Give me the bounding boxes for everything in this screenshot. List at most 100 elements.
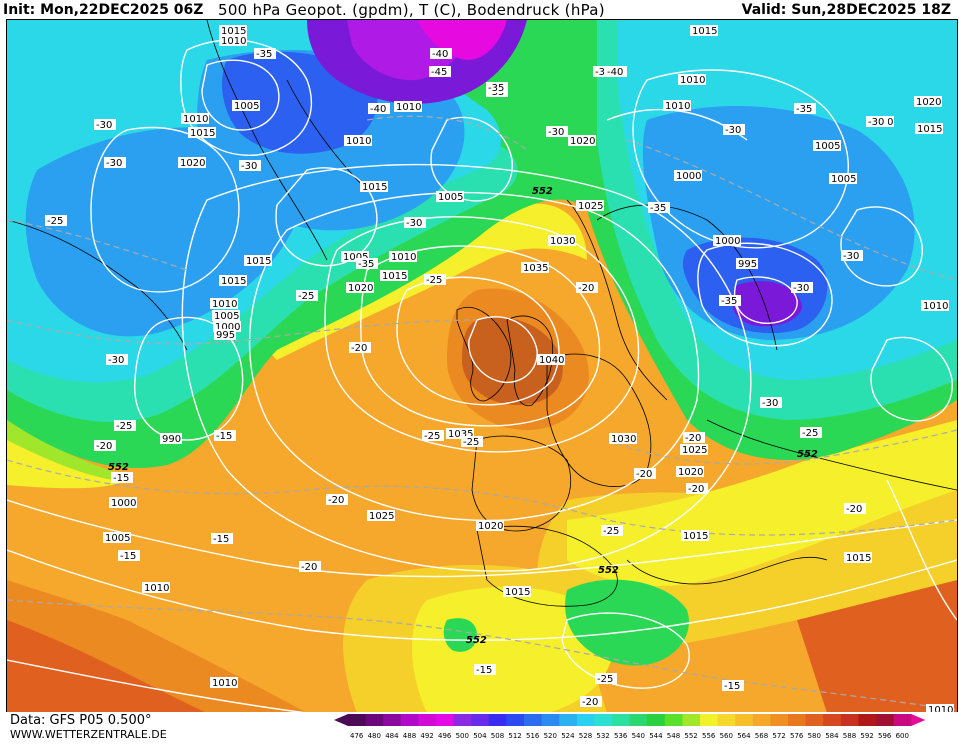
svg-text:-25: -25 bbox=[463, 437, 479, 448]
geopotential-zone bbox=[257, 203, 587, 360]
svg-text:1020: 1020 bbox=[678, 467, 703, 478]
isobar-line bbox=[396, 276, 560, 406]
colorbar-swatch bbox=[876, 714, 895, 726]
colorbar-tick-label: 520 bbox=[544, 732, 557, 740]
svg-text:-25: -25 bbox=[47, 216, 63, 227]
coastline bbox=[596, 204, 778, 351]
colorbar-swatch bbox=[770, 714, 789, 726]
svg-text:-30: -30 bbox=[106, 158, 122, 169]
pressure-label: 1005 bbox=[436, 191, 464, 203]
svg-text:1025: 1025 bbox=[578, 201, 603, 212]
svg-text:1015: 1015 bbox=[505, 587, 530, 598]
pressure-label: 1015 bbox=[844, 552, 872, 564]
geopotential-zone bbox=[732, 281, 802, 327]
coastline bbox=[476, 525, 618, 607]
init-time: Init: Mon,22DEC2025 06Z bbox=[3, 2, 204, 18]
temperature-label: -25 bbox=[45, 215, 67, 227]
temperature-label: -20 bbox=[683, 432, 705, 444]
temperature-label: -30 bbox=[106, 354, 128, 366]
svg-text:1025: 1025 bbox=[369, 511, 394, 522]
svg-text:-25: -25 bbox=[603, 526, 619, 537]
svg-text:-45: -45 bbox=[431, 67, 447, 78]
weather-map[interactable]: 1015 1010 1005 1010 1015 1020 1010 1010 1015 1005… bbox=[6, 19, 958, 714]
svg-text:1010: 1010 bbox=[212, 678, 237, 689]
temperature-label: -15 bbox=[118, 550, 140, 562]
pressure-label: 1005 bbox=[212, 310, 240, 322]
temperature-label: -25 bbox=[114, 420, 136, 432]
svg-text:1015: 1015 bbox=[917, 124, 942, 135]
colorbar-swatch bbox=[348, 714, 367, 726]
isotherm-line bbox=[7, 599, 957, 711]
colorbar-tick-label: 476 bbox=[350, 732, 364, 740]
svg-text:995: 995 bbox=[738, 259, 757, 270]
svg-text:-35: -35 bbox=[796, 104, 812, 115]
svg-text:1015: 1015 bbox=[362, 182, 387, 193]
isobar-line bbox=[870, 336, 953, 422]
geopotential-label: 552 bbox=[108, 462, 129, 473]
pressure-label: 1010 bbox=[181, 113, 209, 125]
svg-text:-30: -30 bbox=[96, 120, 112, 131]
pressure-label: 990 bbox=[160, 433, 182, 445]
isobar-line bbox=[886, 479, 957, 621]
colorbar-tick-label: 584 bbox=[825, 732, 839, 740]
colorbar-tick-label: 548 bbox=[667, 732, 680, 740]
svg-text:552: 552 bbox=[797, 449, 818, 460]
temperature-label: -20 bbox=[634, 468, 656, 480]
svg-text:1015: 1015 bbox=[221, 26, 246, 37]
geopotential-zone bbox=[412, 586, 614, 713]
valid-time: Valid: Sun,28DEC2025 18Z bbox=[741, 2, 951, 18]
site-url[interactable]: WWW.WETTERZENTRALE.DE bbox=[10, 728, 167, 741]
svg-text:1005: 1005 bbox=[343, 252, 368, 263]
svg-text:1020: 1020 bbox=[348, 283, 373, 294]
svg-text:-30: -30 bbox=[762, 398, 778, 409]
colorbar-tick-label: 512 bbox=[508, 732, 521, 740]
pressure-label: 1010 bbox=[394, 101, 422, 113]
colorbar-swatch bbox=[823, 714, 842, 726]
isotherms bbox=[7, 115, 957, 711]
colorbar-legend: 476 480 484 488 492 496 500 504 508 512 516 520 524 5… bbox=[334, 712, 959, 745]
temperature-label: -30 bbox=[791, 282, 813, 294]
map-canvas[interactable]: 1015101010051010101510201010101010151005… bbox=[7, 20, 957, 713]
svg-text:1020: 1020 bbox=[570, 136, 595, 147]
pressure-label: 1020 bbox=[676, 466, 704, 478]
temperature-label: -30 bbox=[94, 119, 116, 131]
pressure-label: 1015 bbox=[188, 127, 216, 139]
pressure-label: 1035 bbox=[521, 262, 549, 274]
geopotential-label: 552 bbox=[466, 635, 487, 646]
svg-text:1000: 1000 bbox=[111, 498, 136, 509]
svg-text:1015: 1015 bbox=[382, 271, 407, 282]
isobar-line bbox=[733, 276, 798, 324]
colorbar-swatch bbox=[436, 714, 455, 726]
colorbar-swatch bbox=[365, 714, 384, 726]
pressure-label: 1000 bbox=[213, 321, 241, 333]
svg-text:1005: 1005 bbox=[105, 533, 130, 544]
svg-text:1030: 1030 bbox=[550, 236, 575, 247]
svg-text:-20: -20 bbox=[685, 433, 701, 444]
pressure-label: 1015 bbox=[690, 25, 718, 37]
svg-text:-30: -30 bbox=[725, 125, 741, 136]
coastline bbox=[206, 20, 328, 261]
geopotential-zone bbox=[565, 579, 689, 666]
colorbar-tick-label: 532 bbox=[596, 732, 609, 740]
pressure-label: 1005 bbox=[103, 532, 131, 544]
temperature-label: -20 bbox=[576, 282, 598, 294]
isotherm-line bbox=[7, 219, 188, 271]
colorbar-swatch bbox=[788, 714, 807, 726]
colorbar-tick-label: 508 bbox=[491, 732, 504, 740]
colorbar-tick-label: 488 bbox=[403, 732, 416, 740]
colorbar-tick-label: 528 bbox=[579, 732, 592, 740]
colorbar-tick-label: 504 bbox=[473, 732, 487, 740]
svg-text:-20: -20 bbox=[328, 495, 344, 506]
svg-text:1010: 1010 bbox=[212, 299, 237, 310]
svg-text:1015: 1015 bbox=[221, 276, 246, 287]
svg-text:-20: -20 bbox=[688, 484, 704, 495]
pressure-label: 1020 bbox=[568, 135, 596, 147]
temperature-label: -25 bbox=[601, 525, 623, 537]
temperature-label: -15 bbox=[474, 664, 496, 676]
pressure-label: 1015 bbox=[503, 586, 531, 598]
pressure-label: 1015 bbox=[380, 270, 408, 282]
temperature-label: -15 bbox=[722, 680, 744, 692]
svg-text:1035: 1035 bbox=[448, 429, 473, 440]
pressure-label: 1010 bbox=[926, 704, 954, 713]
pressure-label: 1000 bbox=[109, 497, 137, 509]
